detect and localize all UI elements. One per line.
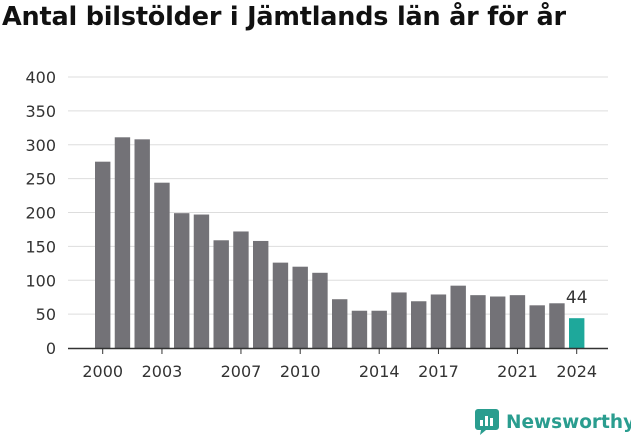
x-tick-label-2021: 2021: [497, 362, 538, 381]
bar-2017: [430, 294, 447, 348]
data-label-2024: 44: [566, 288, 588, 308]
bars: [95, 137, 585, 348]
x-tick-label-2017: 2017: [418, 362, 459, 381]
y-tick-label-100: 100: [25, 271, 56, 290]
bar-2002: [134, 139, 150, 348]
bar-2024: [569, 318, 585, 348]
bar-2013: [351, 310, 368, 348]
bar-2008: [253, 240, 269, 348]
bar-2016: [411, 301, 427, 348]
bar-2006: [213, 240, 229, 348]
bar-2007: [233, 231, 249, 348]
x-tick-label-2010: 2010: [280, 362, 321, 381]
x-tick-label-2024: 2024: [556, 362, 597, 381]
bar-2014: [371, 310, 387, 348]
x-tick-label-2000: 2000: [82, 362, 123, 381]
bar-2011: [312, 272, 328, 348]
y-tick-label-50: 50: [36, 305, 56, 324]
bar-2012: [332, 299, 348, 348]
data-labels: 44: [566, 288, 588, 308]
x-axis: 2000 2003 2007 2010 2014 2017 2021 2024: [68, 347, 608, 381]
y-tick-label-400: 400: [25, 68, 56, 87]
y-tick-label-0: 0: [46, 339, 56, 358]
x-tick-label-2007: 2007: [221, 362, 262, 381]
bar-chart: 0 50 100 150 200 250 300 350 400 2000 2003 2007 201…: [25, 68, 608, 381]
y-tick-label-200: 200: [25, 204, 56, 223]
bar-2015: [391, 292, 407, 348]
bar-2001: [114, 137, 131, 348]
newsworthy-brand: Newsworthy: [474, 408, 631, 436]
y-tick-label-250: 250: [25, 170, 56, 189]
brand-name: Newsworthy: [506, 411, 631, 433]
y-tick-label-150: 150: [25, 237, 56, 256]
bar-2018: [450, 285, 466, 348]
y-tick-label-350: 350: [25, 102, 56, 121]
bar-2020: [490, 296, 506, 348]
y-axis-tick-labels: 0 50 100 150 200 250 300 350 400: [25, 68, 56, 358]
bar-2000: [95, 161, 111, 348]
bar-2003: [154, 182, 170, 348]
bar-2004: [174, 213, 190, 348]
chart-title: Antal bilstölder i Jämtlands län år för …: [2, 2, 566, 32]
bar-2022: [529, 305, 545, 348]
y-tick-label-300: 300: [25, 136, 56, 155]
bar-2009: [272, 262, 289, 348]
bar-2019: [470, 295, 486, 348]
x-tick-label-2003: 2003: [142, 362, 183, 381]
newsworthy-logo-icon: [475, 409, 499, 435]
bar-2005: [193, 214, 210, 348]
bar-2023: [549, 303, 565, 348]
bar-2010: [292, 266, 308, 348]
bar-2021: [509, 295, 526, 348]
x-tick-label-2014: 2014: [359, 362, 400, 381]
